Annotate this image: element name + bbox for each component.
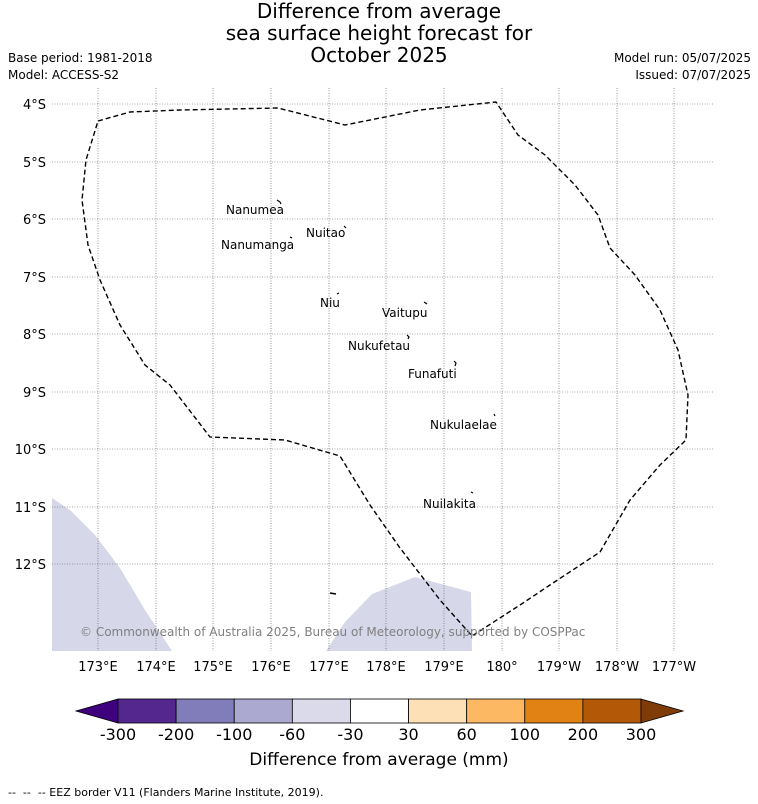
colorbar-tick-label: -300 xyxy=(99,725,137,744)
colorbar-bin xyxy=(291,698,351,724)
lon-label: 178°W xyxy=(595,660,639,675)
island-shape xyxy=(289,236,293,239)
island-label: Vaitupu xyxy=(382,306,428,320)
lat-label: 9°S xyxy=(23,386,46,401)
island-shape xyxy=(423,301,428,305)
colorbar-bin xyxy=(582,698,642,724)
island-nuilakita: Nuilakita xyxy=(423,491,476,511)
colorbar-extend-low xyxy=(74,698,119,724)
meta-left: Base period: 1981-2018 Model: ACCESS-S2 xyxy=(8,50,153,84)
island-nanumea: Nanumea xyxy=(226,199,284,217)
title-line-1: Difference from average xyxy=(256,0,502,23)
colorbar-tick-label: -200 xyxy=(157,725,195,744)
lon-label: 174°E xyxy=(136,660,176,675)
island-label: Nanumea xyxy=(226,203,284,217)
island-nanumanga: Nanumanga xyxy=(221,236,294,252)
lon-label: 173°E xyxy=(78,660,118,675)
gridlines xyxy=(52,88,713,651)
island-shape xyxy=(470,491,474,494)
island-shape xyxy=(343,225,347,229)
island-mark xyxy=(329,592,337,595)
base-period: Base period: 1981-2018 xyxy=(8,51,153,65)
island-shape xyxy=(453,360,457,367)
title-line-2: sea surface height forecast for xyxy=(225,21,533,45)
colorbar-bin xyxy=(117,698,177,724)
meta-right: Model run: 05/07/2025 Issued: 07/07/2025 xyxy=(614,50,751,84)
latitude-labels: 4°S 5°S 6°S 7°S 8°S 9°S 10°S 11°S 12°S xyxy=(15,98,46,573)
lon-label: 176°E xyxy=(251,660,291,675)
island-nuitao: Nuitao xyxy=(306,225,347,240)
colorbar xyxy=(74,698,685,724)
islands-layer: Nanumea Nuitao Nanumanga Niu Vaitupu Nukufeta… xyxy=(221,199,497,511)
island-label: Nuilakita xyxy=(423,497,476,511)
island-niu: Niu xyxy=(320,292,340,310)
lat-label: 7°S xyxy=(23,271,46,286)
eez-border xyxy=(81,101,689,637)
island-label: Nuitao xyxy=(306,226,345,240)
colorbar-tick-label: 300 xyxy=(625,725,657,744)
colorbar-tick-label: 100 xyxy=(509,725,541,744)
island-shape xyxy=(336,292,340,295)
island-vaitupu: Vaitupu xyxy=(382,301,428,320)
map-title: Difference from average sea surface heig… xyxy=(0,0,758,66)
colorbar-bin xyxy=(233,698,293,724)
colorbar-title: Difference from average (mm) xyxy=(249,750,509,770)
colorbar-extend-high xyxy=(640,698,685,724)
lat-label: 11°S xyxy=(15,501,46,516)
copyright-text: © Commonwealth of Australia 2025, Bureau… xyxy=(80,625,585,639)
island-shape xyxy=(406,334,410,340)
anomaly-shade-south xyxy=(326,577,472,651)
island-label: Nanumanga xyxy=(221,238,294,252)
longitude-labels: 173°E 174°E 175°E 176°E 177°E 178°E 179°E 180° 1… xyxy=(78,660,696,675)
colorbar-bin xyxy=(175,698,235,724)
colorbar-tick-label: 30 xyxy=(398,725,419,744)
lat-label: 8°S xyxy=(23,328,46,343)
lat-label: 6°S xyxy=(23,213,46,228)
island-label: Nukufetau xyxy=(348,339,410,353)
lat-label: 12°S xyxy=(15,558,46,573)
lat-label: 5°S xyxy=(23,156,46,171)
island-label: Nukulaelae xyxy=(430,418,497,432)
lon-label: 177°W xyxy=(652,660,696,675)
lon-label: 179°E xyxy=(424,660,464,675)
lon-label: 179°W xyxy=(537,660,581,675)
lon-label: 178°E xyxy=(366,660,406,675)
island-shape xyxy=(276,199,282,205)
colorbar-tick-label: -100 xyxy=(216,725,253,744)
issued-date: Issued: 07/07/2025 xyxy=(635,68,751,82)
colorbar-tick-label: 200 xyxy=(567,725,599,744)
colorbar-tick-label: -30 xyxy=(337,725,364,744)
island-funafuti: Funafuti xyxy=(408,360,457,381)
lat-label: 10°S xyxy=(15,443,46,458)
title-line-3: October 2025 xyxy=(310,43,448,67)
colorbar-tick-label: 60 xyxy=(456,725,477,744)
colorbar-bin xyxy=(524,698,584,724)
lon-label: 180° xyxy=(486,660,517,675)
colorbar-bin xyxy=(350,698,409,724)
anomaly-shade-west xyxy=(52,498,172,651)
colorbar-bin xyxy=(466,698,526,724)
island-label: Niu xyxy=(320,296,340,310)
model-name: Model: ACCESS-S2 xyxy=(8,68,120,82)
lat-label: 4°S xyxy=(23,98,46,113)
island-nukulaelae: Nukulaelae xyxy=(430,413,497,432)
island-shape xyxy=(493,413,496,417)
colorbar-bin xyxy=(408,698,468,724)
lon-label: 177°E xyxy=(309,660,349,675)
colorbar-tick-label: -60 xyxy=(279,725,306,744)
lon-label: 175°E xyxy=(193,660,233,675)
island-nukufetau: Nukufetau xyxy=(348,334,410,353)
footer-note: -- -- -- EEZ border V11 (Flanders Marine… xyxy=(8,786,324,799)
island-label: Funafuti xyxy=(408,367,457,381)
model-run: Model run: 05/07/2025 xyxy=(613,51,751,65)
